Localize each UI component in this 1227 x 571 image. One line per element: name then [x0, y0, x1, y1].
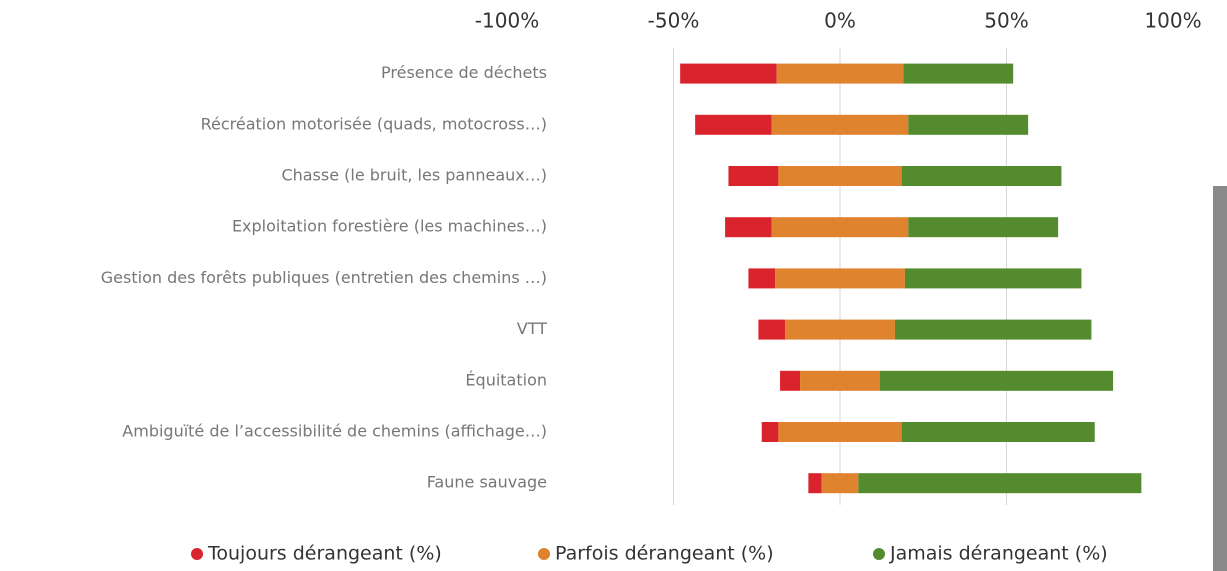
category-label: Équitation — [465, 370, 547, 389]
bar-segment — [808, 473, 822, 494]
bar-segment — [725, 217, 772, 238]
legend-marker — [538, 548, 550, 560]
x-tick-label: 50% — [984, 9, 1028, 33]
category-label: Présence de déchets — [381, 63, 547, 82]
bar-segment — [776, 63, 904, 84]
bar-segment — [771, 217, 909, 238]
bar-segment — [879, 370, 1114, 391]
bar-segment — [908, 217, 1059, 238]
bar-segment — [748, 268, 776, 289]
bar-segment — [908, 114, 1029, 135]
bar-segment — [901, 422, 1095, 442]
x-tick-label: -50% — [648, 9, 700, 33]
x-tick-label: 100% — [1144, 9, 1201, 33]
bar-segment — [775, 268, 905, 289]
category-label: Gestion des forêts publiques (entretien … — [101, 268, 547, 287]
bar-segment — [800, 370, 880, 391]
category-label: Récréation motorisée (quads, motocross…) — [201, 114, 547, 133]
photo-edge — [1213, 186, 1227, 571]
bar-segment — [785, 319, 895, 340]
category-label: Exploitation forestière (les machines…) — [232, 217, 547, 236]
bar-segment — [821, 473, 859, 494]
x-tick-label: -100% — [475, 9, 539, 33]
bar-segment — [728, 166, 779, 186]
legend-label: Jamais dérangeant (%) — [889, 543, 1108, 565]
bar-segment — [695, 114, 772, 135]
category-label: Chasse (le bruit, les panneaux…) — [281, 166, 547, 185]
bar-segment — [680, 63, 777, 84]
bar-segment — [761, 422, 779, 442]
bar-segment — [904, 268, 1082, 289]
bar-segment — [894, 319, 1092, 340]
bar-segment — [780, 370, 801, 391]
category-label: VTT — [517, 319, 547, 338]
legend-label: Parfois dérangeant (%) — [555, 543, 774, 565]
legend-marker — [873, 548, 885, 560]
bar-segment — [778, 166, 902, 186]
x-tick-label: 0% — [824, 9, 856, 33]
bar-segment — [903, 63, 1014, 84]
legend-marker — [191, 548, 203, 560]
category-label: Ambiguïté de l’accessibilité de chemins … — [122, 422, 547, 441]
bar-segment — [758, 319, 786, 340]
category-label: Faune sauvage — [427, 473, 547, 492]
legend-label: Toujours dérangeant (%) — [207, 543, 442, 565]
bar-segment — [901, 166, 1062, 186]
bar-segment — [858, 473, 1142, 494]
bar-segment — [771, 114, 909, 135]
bar-segment — [778, 422, 902, 442]
